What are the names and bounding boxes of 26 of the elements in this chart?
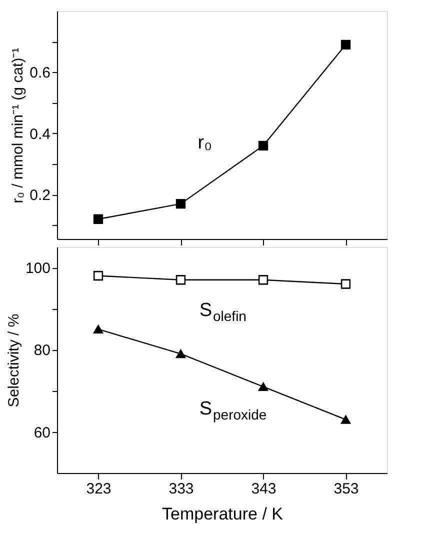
point (176, 275, 186, 285)
point (340, 279, 351, 289)
y-tick-label: 0.4 (30, 126, 50, 143)
point (176, 350, 186, 358)
y-tick-label: 100 (25, 260, 50, 278)
y-tick-label: 80 (34, 342, 50, 360)
y-axis-title: Selectivity / % (5, 314, 22, 408)
x-tick-label: 343 (251, 480, 276, 498)
point (258, 382, 268, 391)
point (258, 275, 268, 285)
x-tick-label: 333 (168, 480, 194, 498)
x-tick-label: 323 (86, 480, 112, 498)
y-tick-label: 0.6 (30, 64, 50, 82)
series-label: r₀ (198, 132, 212, 154)
point (340, 415, 351, 424)
y-tick-label: 0.2 (30, 187, 50, 204)
y-axis-title: r₀ / mmol min⁻¹ (g cat)⁻¹ (10, 48, 27, 204)
point (258, 140, 268, 150)
point (93, 324, 104, 334)
y-tick-label: 60 (34, 424, 50, 442)
x-tick-label: 353 (334, 480, 359, 498)
point (176, 198, 186, 209)
point (93, 270, 104, 281)
point (93, 214, 104, 224)
point (340, 40, 351, 50)
x-axis-title: Temperature / K (162, 504, 284, 524)
